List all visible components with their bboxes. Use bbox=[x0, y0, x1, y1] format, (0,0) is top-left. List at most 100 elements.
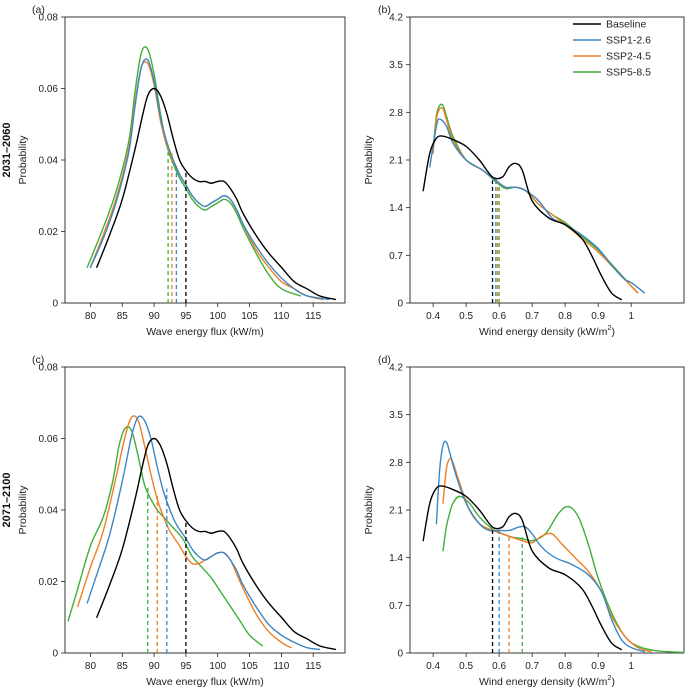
y-axis-label: Probability bbox=[17, 135, 29, 185]
x-axis-label: Wave energy flux (kW/m) bbox=[146, 676, 263, 688]
panel-label: (a) bbox=[32, 4, 45, 16]
x-tick-label: 0.5 bbox=[459, 661, 473, 672]
y-tick-label: 3.5 bbox=[389, 410, 403, 421]
x-tick-label: 100 bbox=[209, 311, 226, 322]
y-tick-label: 4.2 bbox=[389, 363, 403, 374]
y-tick-label: 2.1 bbox=[389, 156, 403, 167]
x-tick-label: 105 bbox=[241, 661, 258, 672]
x-tick-label: 115 bbox=[305, 311, 321, 322]
axes-frame bbox=[64, 16, 346, 304]
series-line-ssp1-2.6 bbox=[86, 415, 321, 651]
x-tick-label: 95 bbox=[180, 311, 192, 322]
y-tick-label: 2.8 bbox=[389, 458, 403, 469]
x-tick-label: 0.6 bbox=[492, 661, 506, 672]
y-tick-label: 0.7 bbox=[389, 601, 403, 612]
row-label-2071-2100: 2071–2100 bbox=[1, 472, 13, 527]
y-tick-label: 1.4 bbox=[389, 553, 403, 564]
y-axis-label: Probability bbox=[17, 485, 29, 535]
x-tick-label: 80 bbox=[85, 661, 97, 672]
y-tick-label: 0 bbox=[52, 649, 58, 660]
y-tick-label: 4.2 bbox=[389, 13, 403, 24]
x-tick-label: 0.8 bbox=[558, 311, 572, 322]
y-tick-label: 0 bbox=[52, 299, 58, 310]
x-tick-label: 85 bbox=[117, 311, 129, 322]
x-tick-label: 0.8 bbox=[558, 661, 572, 672]
x-tick-label: 90 bbox=[149, 311, 161, 322]
y-tick-label: 0.08 bbox=[39, 363, 59, 374]
series-line-ssp2-4.5 bbox=[442, 457, 652, 653]
x-tick-label: 1 bbox=[628, 311, 634, 322]
series-line-baseline bbox=[96, 437, 337, 651]
x-axis-label-end: ) bbox=[612, 326, 616, 338]
x-tick-label: 0.4 bbox=[426, 311, 440, 322]
x-axis-label: Wave energy flux (kW/m) bbox=[146, 326, 263, 338]
y-tick-label: 0.02 bbox=[39, 577, 59, 588]
panel-b: 0.4 0.5 0.6 0.7 0.8 0.9 1 0 0.7 1.4 2.1 2.8 3.5 4.2(b… bbox=[363, 4, 685, 338]
series-line-ssp1-2.6 bbox=[435, 440, 646, 653]
y-tick-label: 2.1 bbox=[389, 506, 403, 517]
x-tick-label: 1 bbox=[628, 661, 634, 672]
series-line-baseline bbox=[96, 87, 337, 301]
y-tick-label: 0.7 bbox=[389, 251, 403, 262]
x-tick-label: 80 bbox=[85, 311, 97, 322]
row-label-2031-2060: 2031–2060 bbox=[1, 122, 13, 177]
series-line-ssp2-4.5 bbox=[89, 60, 324, 301]
series-line-ssp1-2.6 bbox=[89, 58, 330, 301]
x-tick-label: 90 bbox=[149, 661, 161, 672]
axes-frame bbox=[64, 366, 346, 654]
x-axis-label-superscript: 2 bbox=[607, 323, 611, 332]
x-tick-label: 110 bbox=[273, 661, 289, 672]
panel-label: (c) bbox=[32, 354, 44, 366]
x-tick-label: 0.5 bbox=[459, 311, 473, 322]
x-tick-label: 105 bbox=[241, 311, 258, 322]
y-tick-label: 3.5 bbox=[389, 60, 403, 71]
panel-d: 0.4 0.5 0.6 0.7 0.8 0.9 1 0 0.7 1.4 2.1 2.8 3.5 4.2(d… bbox=[363, 354, 685, 688]
x-tick-label: 0.7 bbox=[525, 311, 539, 322]
y-axis-label: Probability bbox=[363, 485, 375, 535]
x-tick-label: 0.6 bbox=[492, 311, 506, 322]
legend: Baseline SSP1-2.6 SSP2-4.5 SSP5-8.5 bbox=[573, 19, 651, 79]
legend-label-ssp5-8.5: SSP5-8.5 bbox=[606, 67, 651, 79]
series-line-ssp1-2.6 bbox=[429, 118, 646, 294]
x-tick-label: 0.9 bbox=[591, 661, 605, 672]
y-tick-label: 0.06 bbox=[39, 434, 59, 445]
series-line-baseline bbox=[422, 485, 622, 651]
legend-label-ssp2-4.5: SSP2-4.5 bbox=[606, 51, 651, 63]
series-line-ssp2-4.5 bbox=[432, 106, 639, 294]
y-axis-label: Probability bbox=[363, 135, 375, 185]
panel-c: 80 85 90 95 100 105 110 115 0 0.02 0.04 0.06 0.08(c)… bbox=[17, 354, 346, 688]
series-line-ssp5-8.5 bbox=[442, 495, 685, 654]
x-axis-label-text: Wave energy flux (kW/m) bbox=[146, 326, 263, 338]
x-tick-label: 110 bbox=[273, 311, 289, 322]
x-tick-label: 0.4 bbox=[426, 661, 440, 672]
x-tick-label: 85 bbox=[117, 661, 129, 672]
y-tick-label: 2.8 bbox=[389, 108, 403, 119]
x-axis-label-text: Wind energy density (kW/m bbox=[479, 326, 608, 338]
x-axis-label-text: Wave energy flux (kW/m) bbox=[146, 676, 263, 688]
legend-label-ssp1-2.6: SSP1-2.6 bbox=[606, 35, 651, 47]
panel-label: (d) bbox=[378, 354, 391, 366]
y-tick-label: 0.06 bbox=[39, 84, 59, 95]
x-axis-label-end: ) bbox=[612, 676, 616, 688]
y-tick-label: 0 bbox=[397, 649, 403, 660]
series-line-ssp2-4.5 bbox=[77, 415, 292, 649]
y-tick-label: 0.02 bbox=[39, 227, 59, 238]
panel-label: (b) bbox=[378, 4, 391, 16]
y-tick-label: 0.04 bbox=[39, 506, 59, 517]
x-axis-label-text: Wind energy density (kW/m bbox=[479, 676, 608, 688]
x-tick-label: 115 bbox=[305, 661, 321, 672]
x-tick-label: 100 bbox=[209, 661, 226, 672]
y-tick-label: 1.4 bbox=[389, 203, 403, 214]
series-line-ssp5-8.5 bbox=[86, 46, 302, 297]
y-tick-label: 0.04 bbox=[39, 156, 59, 167]
x-tick-label: 0.7 bbox=[525, 661, 539, 672]
y-tick-label: 0 bbox=[397, 299, 403, 310]
x-axis-label: Wind energy density (kW/m2) bbox=[479, 673, 615, 688]
x-axis-label-superscript: 2 bbox=[607, 673, 611, 682]
x-axis-label: Wind energy density (kW/m2) bbox=[479, 323, 615, 338]
x-tick-label: 95 bbox=[180, 661, 192, 672]
series-line-baseline bbox=[422, 135, 622, 301]
panel-a: 80 85 90 95 100 105 110 115 0 0.02 0.04 0.06 0.08(a)… bbox=[17, 4, 346, 338]
y-tick-label: 0.08 bbox=[39, 13, 59, 24]
